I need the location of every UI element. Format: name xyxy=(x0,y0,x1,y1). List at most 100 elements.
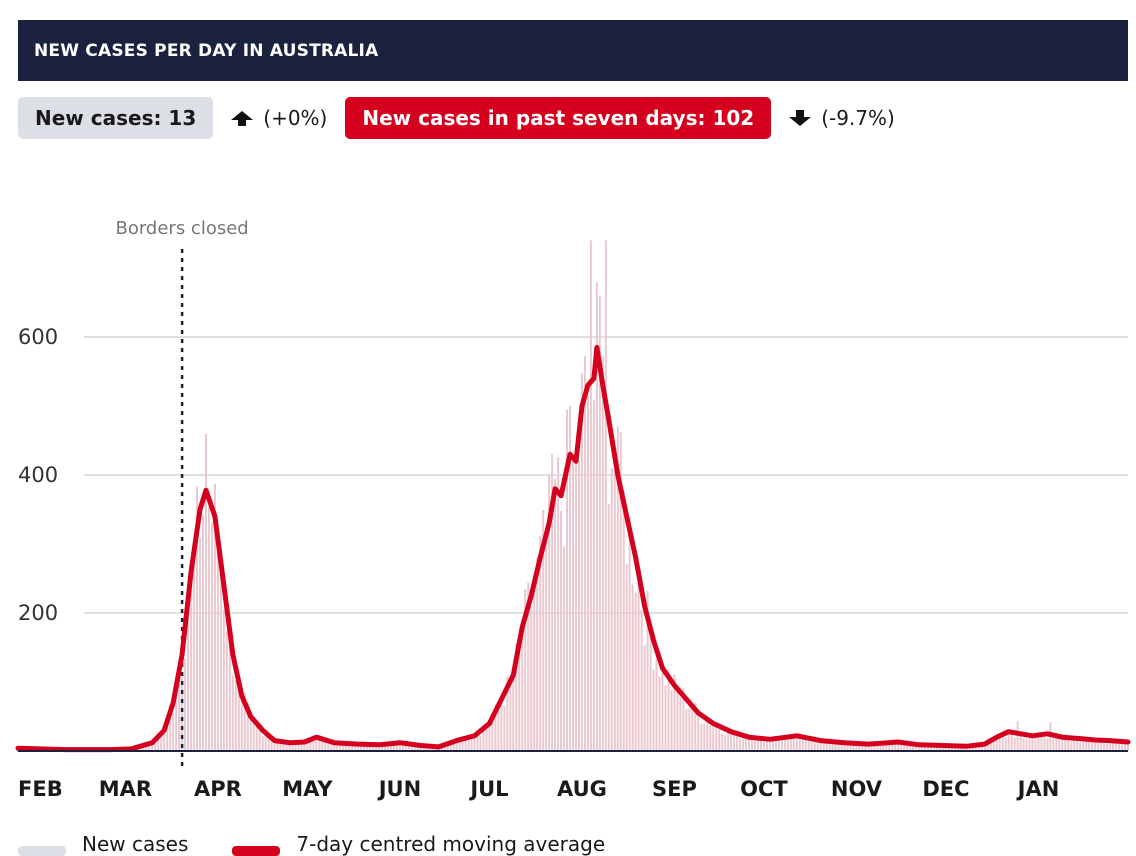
x-tick-label-jul: JUL xyxy=(468,777,508,801)
daily-case-bar xyxy=(858,743,861,751)
daily-case-bar xyxy=(187,610,190,751)
daily-case-bar xyxy=(1115,742,1118,751)
daily-case-bar xyxy=(401,742,404,751)
daily-case-bar xyxy=(407,745,410,751)
daily-case-bar xyxy=(646,590,649,751)
daily-case-bar xyxy=(930,746,933,751)
daily-case-bar xyxy=(1067,735,1070,751)
daily-case-bar xyxy=(745,738,748,751)
daily-case-bar xyxy=(354,745,357,751)
daily-case-bar xyxy=(506,676,509,751)
daily-case-bar xyxy=(1097,742,1100,751)
legend-label-moving-average: 7-day centred moving average xyxy=(296,832,606,856)
daily-case-bar xyxy=(751,741,754,751)
daily-case-bar xyxy=(759,736,762,751)
legend-item-new-cases: New cases xyxy=(18,832,188,856)
daily-case-bar xyxy=(557,457,560,751)
stats-row: New cases: 13 (+0%) New cases in past se… xyxy=(18,97,913,139)
moving-average-line xyxy=(15,344,1131,753)
daily-case-bar xyxy=(184,658,187,751)
daily-case-bar xyxy=(413,744,416,751)
daily-case-bar xyxy=(395,744,398,751)
daily-case-bar xyxy=(1109,742,1112,751)
daily-case-bar xyxy=(989,742,992,751)
daily-case-bar xyxy=(285,740,288,751)
x-tick-label-may: MAY xyxy=(282,777,333,801)
daily-case-bar xyxy=(363,746,366,751)
daily-case-bar xyxy=(255,722,258,751)
daily-case-bar xyxy=(867,744,870,751)
daily-case-bar xyxy=(398,743,401,751)
daily-case-bar xyxy=(876,743,879,751)
daily-case-bar xyxy=(225,631,228,751)
daily-case-bar xyxy=(169,710,172,751)
borders-closed-annotation: Borders closed xyxy=(115,218,249,768)
daily-case-bar xyxy=(446,742,449,751)
daily-case-bar xyxy=(309,737,312,751)
daily-case-bar xyxy=(428,746,431,751)
daily-case-bar xyxy=(768,740,771,751)
daily-case-bar xyxy=(425,746,428,751)
daily-case-bar xyxy=(237,674,240,751)
daily-case-bar xyxy=(840,742,843,751)
chart-header: NEW CASES PER DAY IN AUSTRALIA xyxy=(18,20,1128,81)
daily-case-bar xyxy=(207,507,210,751)
daily-case-bar xyxy=(998,736,1001,751)
daily-case-bar xyxy=(1040,731,1043,751)
daily-case-bar xyxy=(548,474,551,751)
daily-case-bar xyxy=(1124,742,1127,751)
daily-case-bar xyxy=(348,744,351,751)
daily-case-bar xyxy=(273,741,276,751)
daily-case-bar xyxy=(670,690,673,751)
daily-case-bar xyxy=(873,743,876,751)
daily-case-bar xyxy=(777,737,780,751)
daily-case-bar xyxy=(1064,737,1067,751)
daily-case-bar xyxy=(643,645,646,751)
daily-case-bar xyxy=(563,547,566,751)
legend-swatch-bars xyxy=(18,846,66,856)
daily-case-bar xyxy=(927,745,930,751)
daily-case-bar xyxy=(163,731,166,751)
daily-case-bar xyxy=(494,704,497,751)
daily-case-bar xyxy=(1043,737,1046,751)
daily-case-bar xyxy=(819,740,822,751)
daily-case-bar xyxy=(822,738,825,751)
daily-case-bar xyxy=(1052,732,1055,751)
daily-case-bar xyxy=(718,729,721,751)
daily-case-bar xyxy=(831,742,834,751)
daily-case-bar xyxy=(977,745,980,751)
daily-case-bar xyxy=(240,687,243,751)
daily-case-bar xyxy=(727,728,730,751)
daily-case-bar xyxy=(1106,743,1109,751)
daily-case-bar xyxy=(852,743,855,751)
x-tick-label-sep: SEP xyxy=(652,777,697,801)
daily-case-bar xyxy=(995,736,998,751)
daily-case-bar xyxy=(885,741,888,751)
daily-case-bar xyxy=(846,742,849,751)
daily-case-bar xyxy=(572,458,574,751)
daily-case-bar xyxy=(601,355,604,751)
y-tick-label-600: 600 xyxy=(18,325,58,349)
daily-case-bar xyxy=(616,426,619,751)
daily-case-bar xyxy=(1001,738,1004,751)
daily-case-bar xyxy=(634,592,637,751)
daily-case-bar xyxy=(566,409,569,751)
daily-case-bar xyxy=(1073,739,1076,751)
daily-case-bar xyxy=(384,745,387,751)
daily-case-bar xyxy=(527,582,530,751)
daily-case-bar xyxy=(724,734,727,751)
x-tick-label-dec: DEC xyxy=(922,777,969,801)
daily-case-bar xyxy=(837,740,840,751)
new-cases-change-value: (+0%) xyxy=(263,106,328,130)
daily-case-bar xyxy=(378,744,381,751)
daily-case-bar xyxy=(1028,737,1031,751)
daily-case-bar xyxy=(604,240,607,751)
daily-case-bar xyxy=(1127,742,1129,751)
daily-case-bar xyxy=(139,746,142,751)
daily-case-bar xyxy=(688,707,691,751)
daily-case-bar xyxy=(160,733,163,751)
daily-case-bar xyxy=(327,742,330,751)
daily-case-bar xyxy=(595,282,598,751)
daily-case-bar xyxy=(315,737,318,751)
y-tick-label-200: 200 xyxy=(18,601,58,625)
